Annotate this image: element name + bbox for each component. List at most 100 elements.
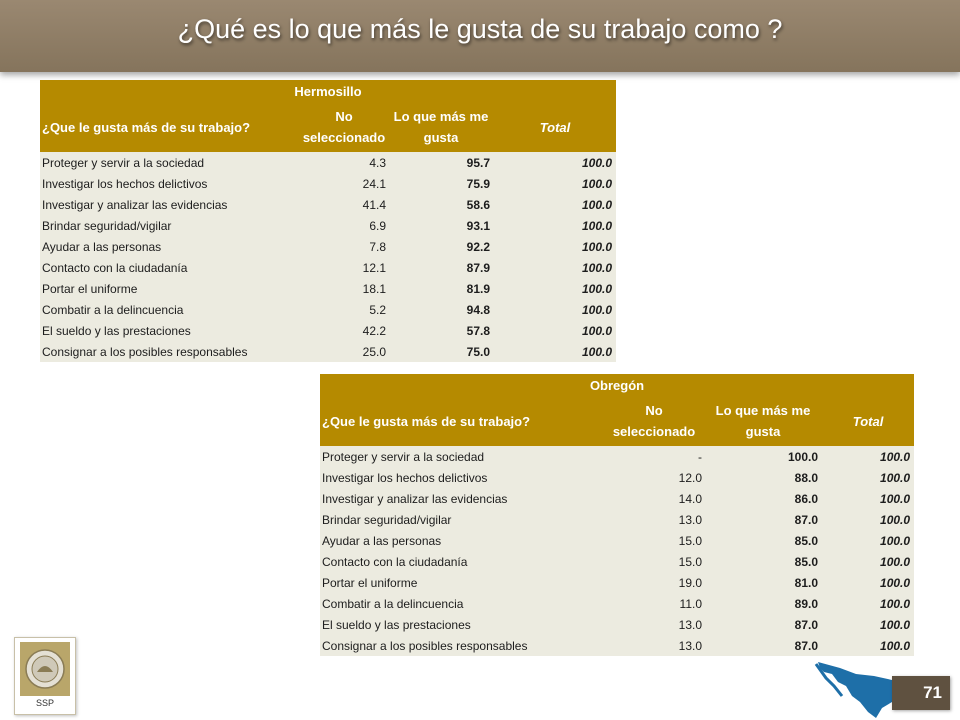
no-seleccionado-value: 11.0 [679, 596, 702, 611]
logo-text: SSP [35, 698, 54, 708]
no-seleccionado-value: 19.0 [678, 575, 702, 590]
row-label: Investigar los hechos delictivos [42, 176, 208, 191]
total-value: 100.0 [581, 155, 612, 170]
total-value: 100.0 [581, 197, 612, 212]
table-city-name: Obregón [589, 377, 645, 393]
total-value: 100.0 [880, 512, 911, 527]
total-value: 100.0 [581, 218, 612, 233]
row-label: Consignar a los posibles responsables [322, 638, 528, 653]
page-title: ¿Qué es lo que más le gusta de su trabaj… [177, 14, 783, 44]
total-value: 100.0 [581, 281, 612, 296]
column-header-no-seleccionado: No seleccionado [612, 403, 696, 439]
table-row: Ayudar a las personas 7.8 92.2 100.0 [40, 236, 616, 257]
no-seleccionado-value: 13.0 [678, 512, 702, 527]
row-label: Ayudar a las personas [322, 533, 442, 548]
total-value: 100.0 [581, 260, 612, 275]
total-value: 100.0 [880, 554, 911, 569]
column-header-no-seleccionado: No seleccionado [302, 109, 386, 145]
total-value: 100.0 [880, 533, 911, 548]
lo-que-mas-me-gusta-value: 58.6 [466, 197, 490, 212]
lo-que-mas-me-gusta-value: 87.0 [794, 512, 818, 527]
lo-que-mas-me-gusta-value: 93.1 [466, 218, 490, 233]
table-row: Investigar los hechos delictivos 12.0 88.0… [320, 467, 915, 488]
table-row: Brindar seguridad/vigilar 6.9 93.1 100.0 [40, 215, 616, 236]
total-value: 100.0 [880, 617, 911, 632]
row-label: Portar el uniforme [42, 281, 138, 296]
no-seleccionado-value: 12.1 [362, 260, 386, 275]
lo-que-mas-me-gusta-value: 86.0 [794, 491, 818, 506]
no-seleccionado-value: 13.0 [678, 617, 702, 632]
row-label: El sueldo y las prestaciones [42, 323, 191, 338]
total-value: 100.0 [581, 176, 612, 191]
lo-que-mas-me-gusta-value: 87.0 [794, 638, 818, 653]
table-row: Ayudar a las personas 15.0 85.0 100.0 [320, 530, 915, 551]
no-seleccionado-value: 42.2 [362, 323, 386, 338]
lo-que-mas-me-gusta-value: 87.0 [794, 617, 818, 632]
sonora-map-icon [814, 662, 902, 718]
hermosillo-table: Hermosillo ¿Que le gusta más de su traba… [40, 80, 616, 362]
lo-que-mas-me-gusta-value: 94.8 [466, 302, 490, 317]
no-seleccionado-value: 25.0 [362, 344, 386, 359]
table-row: El sueldo y las prestaciones 13.0 87.0 100.… [320, 614, 915, 635]
page-number: 71 [923, 683, 942, 702]
row-label: El sueldo y las prestaciones [322, 617, 471, 632]
total-value: 100.0 [581, 302, 612, 317]
column-header-lo-que-mas-me-gusta: Lo que más me gusta [715, 403, 811, 439]
ssp-logo: SSP [14, 637, 76, 715]
table-row: Consignar a los posibles responsables 13.… [320, 635, 915, 656]
table-header-row: ¿Que le gusta más de su trabajo? No sele… [40, 102, 616, 152]
table-header-row: ¿Que le gusta más de su trabajo? No sele… [320, 396, 915, 446]
total-value: 100.0 [581, 344, 612, 359]
total-value: 100.0 [581, 239, 612, 254]
row-label: Contacto con la ciudadanía [42, 260, 188, 275]
column-header-lo-que-mas-me-gusta: Lo que más me gusta [393, 109, 489, 145]
lo-que-mas-me-gusta-value: 85.0 [794, 554, 818, 569]
table-row: Contacto con la ciudadanía 12.1 87.9 100.0 [40, 257, 616, 278]
lo-que-mas-me-gusta-value: 81.0 [794, 575, 818, 590]
total-value: 100.0 [880, 449, 911, 464]
table-row: El sueldo y las prestaciones 42.2 57.8 100.… [40, 320, 616, 341]
no-seleccionado-value: 12.0 [678, 470, 702, 485]
row-label: Consignar a los posibles responsables [42, 344, 248, 359]
table-row: Combatir a la delincuencia 11.0 89.0 100.0 [320, 593, 915, 614]
table-city-row: Obregón [320, 374, 915, 396]
no-seleccionado-value: 7.8 [369, 239, 386, 254]
no-seleccionado-value: 41.4 [362, 197, 386, 212]
no-seleccionado-value: 13.0 [678, 638, 702, 653]
lo-que-mas-me-gusta-value: 92.2 [466, 239, 490, 254]
table-row: Portar el uniforme 18.1 81.9 100.0 [40, 278, 616, 299]
table-row: Portar el uniforme 19.0 81.0 100.0 [320, 572, 915, 593]
row-label: Investigar los hechos delictivos [322, 470, 488, 485]
total-value: 100.0 [880, 638, 911, 653]
total-value: 100.0 [880, 596, 911, 611]
lo-que-mas-me-gusta-value: 81.9 [466, 281, 490, 296]
lo-que-mas-me-gusta-value: 75.9 [466, 176, 490, 191]
row-label: Brindar seguridad/vigilar [42, 218, 172, 233]
total-value: 100.0 [581, 323, 612, 338]
no-seleccionado-value: 4.3 [369, 155, 386, 170]
lo-que-mas-me-gusta-value: 85.0 [794, 533, 818, 548]
table-city-row: Hermosillo [40, 80, 616, 102]
no-seleccionado-value: 15.0 [678, 554, 702, 569]
total-value: 100.0 [880, 575, 911, 590]
column-header-total: Total [539, 119, 571, 135]
row-label: Combatir a la delincuencia [322, 596, 464, 611]
total-value: 100.0 [880, 491, 911, 506]
ssp-seal-icon [20, 642, 70, 696]
lo-que-mas-me-gusta-value: 87.9 [466, 260, 490, 275]
obregon-table: Obregón ¿Que le gusta más de su trabajo?… [320, 374, 915, 656]
table-row: Consignar a los posibles responsables 25.… [40, 341, 616, 362]
lo-que-mas-me-gusta-value: 100.0 [787, 449, 818, 464]
table-row: Combatir a la delincuencia 5.2 94.8 100.0 [40, 299, 616, 320]
table-row: Contacto con la ciudadanía 15.0 85.0 100.0 [320, 551, 915, 572]
table-city-name: Hermosillo [294, 83, 362, 99]
table-row: Investigar los hechos delictivos 24.1 75.9… [40, 173, 616, 194]
row-label: Ayudar a las personas [42, 239, 162, 254]
row-label: Investigar y analizar las evidencias [322, 491, 508, 506]
no-seleccionado-value: 5.2 [369, 302, 386, 317]
no-seleccionado-value: 15.0 [678, 533, 702, 548]
row-label: Portar el uniforme [322, 575, 418, 590]
row-label: Investigar y analizar las evidencias [42, 197, 228, 212]
table-row: Investigar y analizar las evidencias 14.0… [320, 488, 915, 509]
table-row: Proteger y servir a la sociedad - 100.0 100… [320, 446, 915, 467]
